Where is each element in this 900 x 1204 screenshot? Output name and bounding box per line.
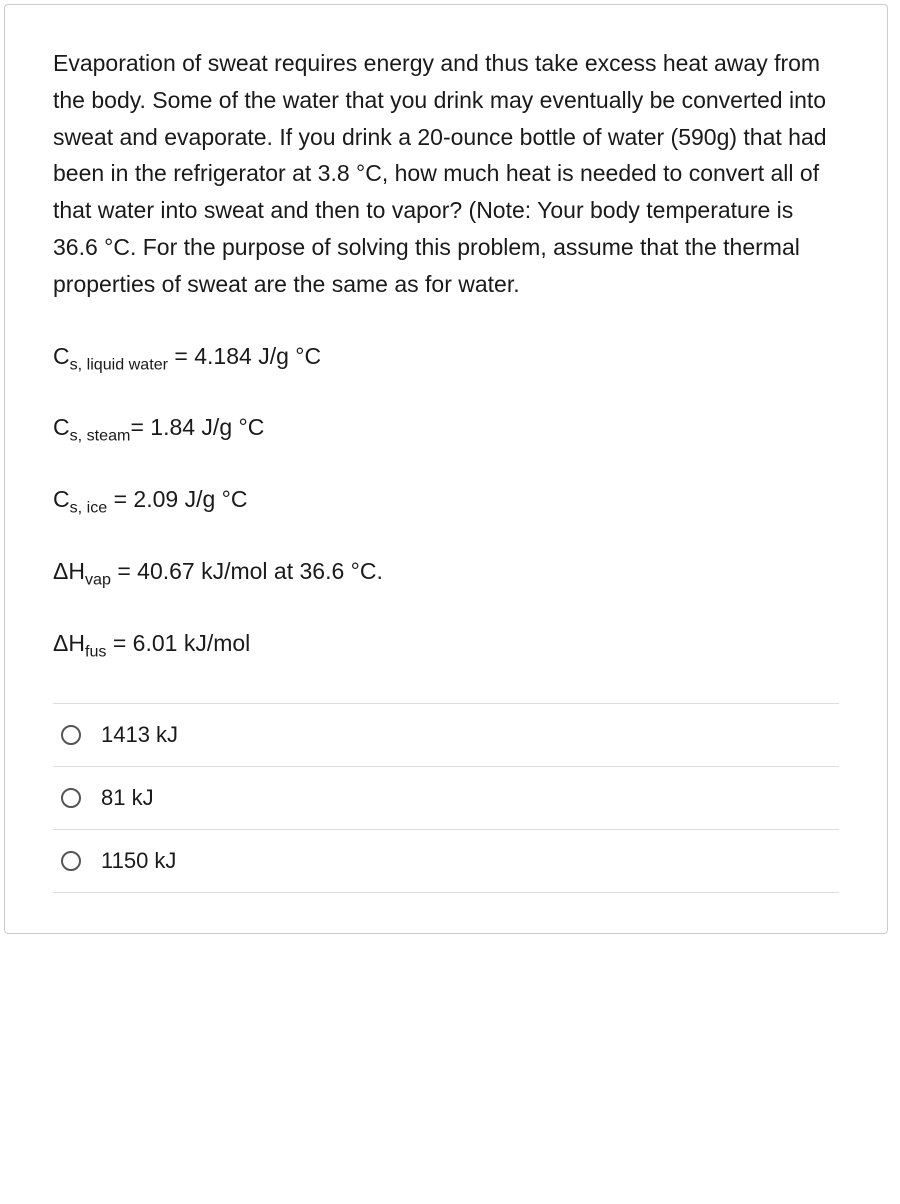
option-c-label: 1150 kJ — [101, 848, 176, 874]
constant-c-liquid: Cs, liquid water = 4.184 J/g °C — [53, 339, 839, 377]
option-a[interactable]: 1413 kJ — [53, 703, 839, 767]
val-dh-vap: = 40.67 kJ/mol at 36.6 °C. — [111, 558, 383, 584]
radio-icon[interactable] — [61, 788, 81, 808]
constant-c-steam: Cs, steam= 1.84 J/g °C — [53, 410, 839, 448]
val-c-steam: = 1.84 J/g °C — [130, 414, 264, 440]
option-c[interactable]: 1150 kJ — [53, 830, 839, 893]
sub-c-ice: s, ice — [70, 499, 108, 517]
val-c-liquid: = 4.184 J/g °C — [168, 343, 321, 369]
sub-c-liquid: s, liquid water — [70, 355, 168, 373]
option-a-label: 1413 kJ — [101, 722, 178, 748]
sub-dh-vap: vap — [85, 570, 111, 588]
constant-dh-fus: ΔHfus = 6.01 kJ/mol — [53, 626, 839, 664]
sub-dh-fus: fus — [85, 642, 106, 660]
options-group: 1413 kJ 81 kJ 1150 kJ — [53, 703, 839, 893]
constant-dh-vap: ΔHvap = 40.67 kJ/mol at 36.6 °C. — [53, 554, 839, 592]
option-b-label: 81 kJ — [101, 785, 154, 811]
option-b[interactable]: 81 kJ — [53, 767, 839, 830]
val-dh-fus: = 6.01 kJ/mol — [106, 630, 250, 656]
val-c-ice: = 2.09 J/g °C — [107, 486, 247, 512]
question-card: Evaporation of sweat requires energy and… — [4, 4, 888, 934]
radio-icon[interactable] — [61, 851, 81, 871]
constant-c-ice: Cs, ice = 2.09 J/g °C — [53, 482, 839, 520]
radio-icon[interactable] — [61, 725, 81, 745]
question-prompt: Evaporation of sweat requires energy and… — [53, 45, 839, 303]
sub-c-steam: s, steam — [70, 427, 131, 445]
